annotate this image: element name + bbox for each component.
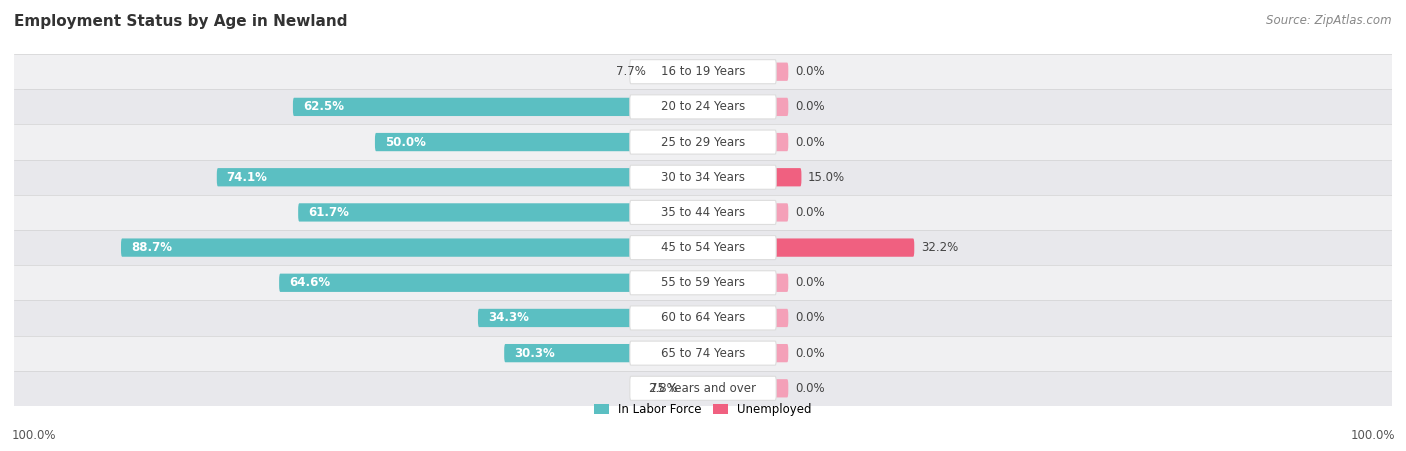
Text: 0.0%: 0.0% [794, 65, 824, 78]
FancyBboxPatch shape [703, 168, 801, 186]
Text: 30 to 34 Years: 30 to 34 Years [661, 171, 745, 184]
FancyBboxPatch shape [630, 95, 776, 119]
Text: 16 to 19 Years: 16 to 19 Years [661, 65, 745, 78]
Text: 88.7%: 88.7% [131, 241, 172, 254]
Text: 0.0%: 0.0% [794, 382, 824, 395]
Text: 62.5%: 62.5% [302, 101, 343, 113]
FancyBboxPatch shape [630, 235, 776, 260]
Text: 0.0%: 0.0% [794, 136, 824, 148]
FancyBboxPatch shape [630, 306, 776, 330]
FancyBboxPatch shape [703, 274, 789, 292]
Text: 0.0%: 0.0% [794, 276, 824, 289]
Bar [14, 54, 1392, 89]
Bar [14, 230, 1392, 265]
Bar [14, 336, 1392, 371]
FancyBboxPatch shape [703, 309, 789, 327]
FancyBboxPatch shape [121, 239, 703, 257]
Bar [14, 124, 1392, 160]
FancyBboxPatch shape [630, 165, 776, 189]
Text: 50.0%: 50.0% [385, 136, 426, 148]
Bar [14, 195, 1392, 230]
Text: 100.0%: 100.0% [11, 429, 56, 442]
Text: 75 Years and over: 75 Years and over [650, 382, 756, 395]
Text: 15.0%: 15.0% [808, 171, 845, 184]
FancyBboxPatch shape [652, 63, 703, 81]
FancyBboxPatch shape [703, 98, 789, 116]
FancyBboxPatch shape [630, 341, 776, 365]
Text: 32.2%: 32.2% [921, 241, 957, 254]
Text: 25 to 29 Years: 25 to 29 Years [661, 136, 745, 148]
Text: Source: ZipAtlas.com: Source: ZipAtlas.com [1267, 14, 1392, 27]
Text: 20 to 24 Years: 20 to 24 Years [661, 101, 745, 113]
Bar [14, 371, 1392, 406]
Text: 60 to 64 Years: 60 to 64 Years [661, 312, 745, 324]
FancyBboxPatch shape [292, 98, 703, 116]
FancyBboxPatch shape [703, 133, 789, 151]
Text: 35 to 44 Years: 35 to 44 Years [661, 206, 745, 219]
Bar [14, 160, 1392, 195]
FancyBboxPatch shape [630, 60, 776, 84]
Text: 0.0%: 0.0% [794, 101, 824, 113]
Text: 0.0%: 0.0% [794, 347, 824, 359]
Text: Employment Status by Age in Newland: Employment Status by Age in Newland [14, 14, 347, 28]
FancyBboxPatch shape [630, 271, 776, 295]
FancyBboxPatch shape [630, 200, 776, 225]
Bar [14, 265, 1392, 300]
FancyBboxPatch shape [703, 239, 914, 257]
FancyBboxPatch shape [703, 379, 789, 397]
Text: 7.7%: 7.7% [616, 65, 645, 78]
Text: 64.6%: 64.6% [290, 276, 330, 289]
Text: 0.0%: 0.0% [794, 206, 824, 219]
FancyBboxPatch shape [703, 63, 789, 81]
FancyBboxPatch shape [478, 309, 703, 327]
Text: 2.8%: 2.8% [648, 382, 678, 395]
Text: 34.3%: 34.3% [488, 312, 529, 324]
FancyBboxPatch shape [505, 344, 703, 362]
FancyBboxPatch shape [280, 274, 703, 292]
Text: 45 to 54 Years: 45 to 54 Years [661, 241, 745, 254]
FancyBboxPatch shape [298, 203, 703, 221]
Bar [14, 300, 1392, 336]
FancyBboxPatch shape [217, 168, 703, 186]
Text: 61.7%: 61.7% [308, 206, 349, 219]
FancyBboxPatch shape [630, 376, 776, 400]
FancyBboxPatch shape [703, 203, 789, 221]
Text: 55 to 59 Years: 55 to 59 Years [661, 276, 745, 289]
Text: 65 to 74 Years: 65 to 74 Years [661, 347, 745, 359]
FancyBboxPatch shape [375, 133, 703, 151]
FancyBboxPatch shape [703, 344, 789, 362]
Bar [14, 89, 1392, 124]
FancyBboxPatch shape [685, 379, 703, 397]
Text: 30.3%: 30.3% [515, 347, 555, 359]
Legend: In Labor Force, Unemployed: In Labor Force, Unemployed [589, 399, 817, 421]
Text: 0.0%: 0.0% [794, 312, 824, 324]
Text: 74.1%: 74.1% [226, 171, 267, 184]
Text: 100.0%: 100.0% [1350, 429, 1395, 442]
FancyBboxPatch shape [630, 130, 776, 154]
